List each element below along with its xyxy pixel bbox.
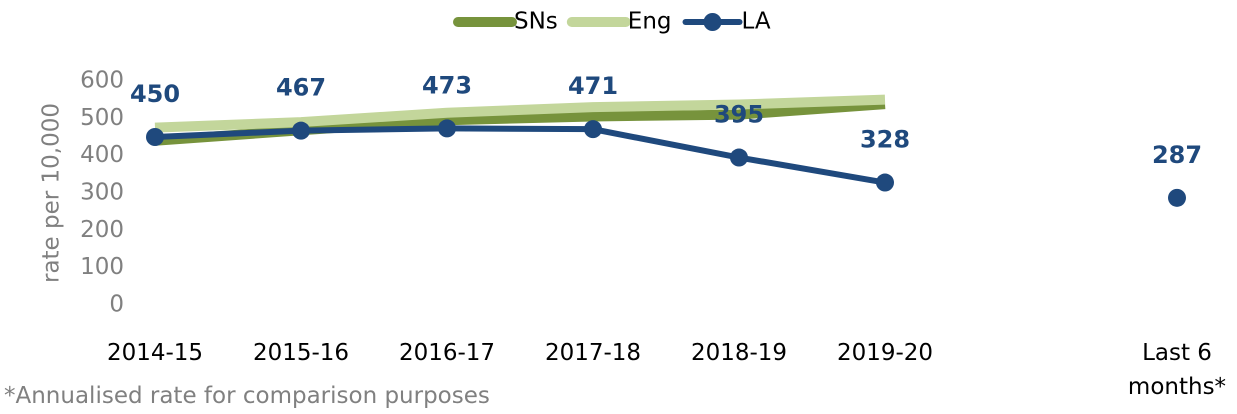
x-tick-label: 2014-15 (106, 340, 204, 366)
data-label: 395 (714, 101, 764, 129)
series-line (155, 128, 1177, 197)
y-axis-label: rate per 10,000 (39, 103, 65, 283)
marker (292, 121, 310, 140)
legend-marker (703, 13, 722, 31)
marker (438, 119, 456, 138)
data-label: 467 (276, 74, 326, 102)
series-line (154, 94, 886, 133)
marker (584, 120, 602, 139)
legend-label: Eng (628, 9, 672, 35)
x-tick-label: 2019-20 (836, 340, 934, 366)
data-label: 287 (1152, 141, 1202, 169)
y-tick-label: 500 (80, 105, 124, 131)
marker (146, 128, 164, 146)
y-tick-label: 100 (80, 254, 124, 280)
data-label: 471 (568, 72, 618, 100)
data-label: 328 (860, 126, 910, 154)
y-tick-label: 400 (80, 142, 124, 168)
x-tick-label: 2018-19 (690, 340, 788, 366)
marker (1168, 188, 1186, 207)
legend-label: SNs (514, 9, 558, 35)
y-tick-label: 600 (80, 68, 124, 94)
x-tick-label: 2015-16 (252, 340, 350, 366)
footnote: *Annualised rate for comparison purposes (4, 383, 490, 409)
x-tick-label: 2017-18 (544, 340, 642, 366)
y-tick-label: 0 (109, 292, 124, 318)
data-label: 450 (130, 80, 180, 108)
y-tick-label: 200 (80, 217, 124, 243)
y-tick-label: 300 (80, 180, 124, 206)
x-tick-label: 2016-17 (398, 340, 496, 366)
x-tick-label: Last 6 months* (1127, 340, 1227, 400)
data-label: 473 (422, 71, 472, 99)
marker (730, 148, 748, 167)
legend-label: LA (742, 9, 771, 35)
marker (876, 173, 894, 192)
